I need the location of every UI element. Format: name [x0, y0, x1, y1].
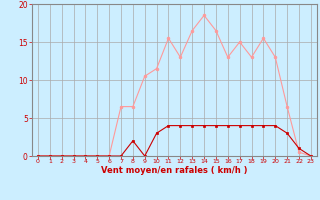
X-axis label: Vent moyen/en rafales ( km/h ): Vent moyen/en rafales ( km/h ) [101, 166, 248, 175]
